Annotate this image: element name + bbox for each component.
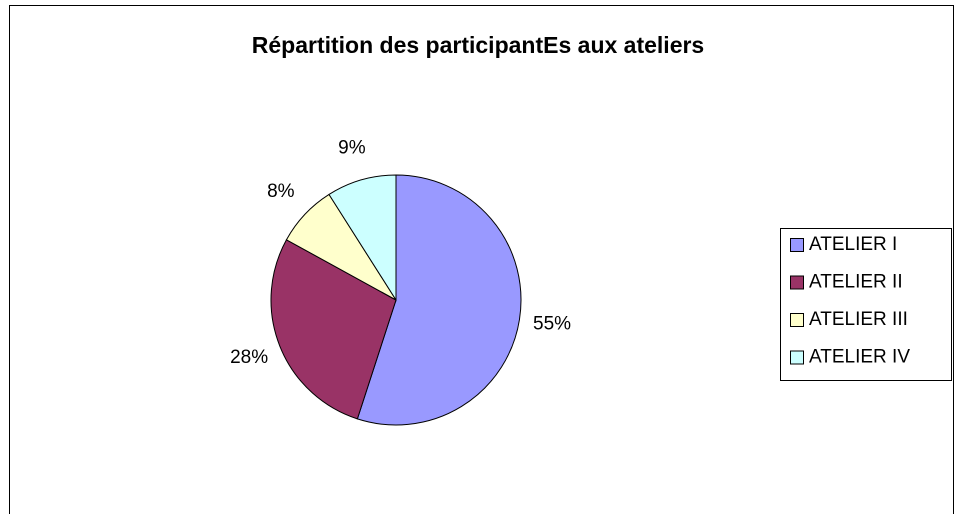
legend-label: ATELIER III <box>809 309 908 330</box>
pie-slice <box>356 174 522 426</box>
legend-label: ATELIER II <box>809 272 903 293</box>
pie-slice <box>270 239 397 420</box>
legend-swatch <box>790 350 804 365</box>
data-label: 8% <box>267 181 295 202</box>
legend-label: ATELIER IV <box>809 347 910 368</box>
data-label: 55% <box>533 314 571 335</box>
legend-label: ATELIER I <box>809 234 897 255</box>
data-label: 28% <box>230 347 268 368</box>
legend-swatch <box>790 313 804 327</box>
legend-box <box>780 228 952 381</box>
legend-swatch <box>790 238 804 252</box>
chart-title: Répartition des participantEs aux atelie… <box>252 32 704 58</box>
pie-slice <box>328 174 397 302</box>
data-label: 9% <box>338 137 366 158</box>
legend-swatch <box>790 275 804 290</box>
